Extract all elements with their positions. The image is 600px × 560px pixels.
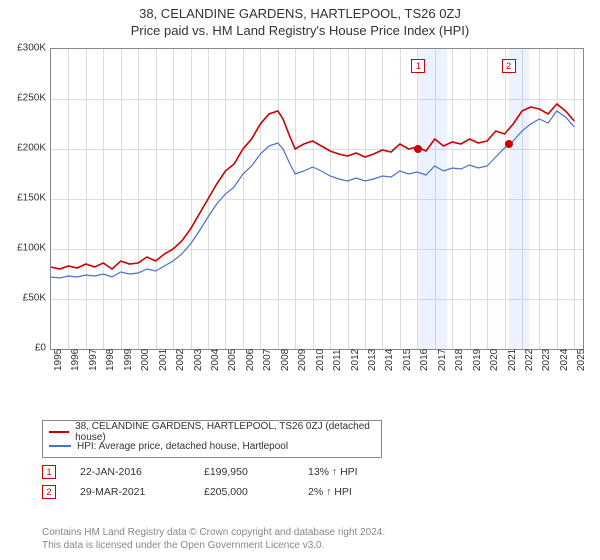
y-tick-label: £100K [10,243,46,254]
chart-marker: 1 [411,59,425,73]
page-title: 38, CELANDINE GARDENS, HARTLEPOOL, TS26 … [0,6,600,21]
y-tick-label: £0 [10,343,46,354]
x-tick-label: 2010 [315,349,326,371]
sale-price: £199,950 [204,466,284,478]
line-series-svg [51,49,583,349]
y-tick-label: £150K [10,193,46,204]
x-tick-label: 2020 [489,349,500,371]
table-row: 2 29-MAR-2021 £205,000 2% ↑ HPI [42,482,398,502]
x-tick-label: 2004 [210,349,221,371]
x-tick-label: 1995 [53,349,64,371]
x-tick-label: 2024 [559,349,570,371]
x-tick-label: 2005 [227,349,238,371]
y-tick-label: £50K [10,293,46,304]
legend-swatch [49,431,69,433]
x-tick-label: 2008 [280,349,291,371]
x-tick-label: 2002 [175,349,186,371]
x-tick-label: 2019 [472,349,483,371]
x-tick-label: 2001 [158,349,169,371]
footer-line: This data is licensed under the Open Gov… [42,540,385,553]
x-tick-label: 2021 [507,349,518,371]
y-tick-label: £250K [10,93,46,104]
x-tick-label: 2017 [437,349,448,371]
table-row: 1 22-JAN-2016 £199,950 13% ↑ HPI [42,462,398,482]
sales-table: 1 22-JAN-2016 £199,950 13% ↑ HPI 2 29-MA… [42,462,398,502]
sale-price: £205,000 [204,486,284,498]
x-tick-label: 2006 [245,349,256,371]
y-tick-label: £300K [10,43,46,54]
x-tick-label: 2012 [350,349,361,371]
x-tick-label: 2009 [297,349,308,371]
sale-pct: 13% ↑ HPI [308,466,398,478]
x-tick-label: 2016 [419,349,430,371]
x-tick-label: 2014 [384,349,395,371]
x-tick-label: 2015 [402,349,413,371]
x-tick-label: 1996 [70,349,81,371]
legend-swatch [49,445,71,447]
page-subtitle: Price paid vs. HM Land Registry's House … [0,23,600,38]
x-tick-label: 2011 [332,349,343,371]
sale-marker: 1 [42,465,56,479]
sale-date: 22-JAN-2016 [80,466,180,478]
x-tick-label: 2023 [541,349,552,371]
x-tick-label: 2013 [367,349,378,371]
sale-dot [414,145,422,153]
x-tick-label: 2022 [524,349,535,371]
footer-line: Contains HM Land Registry data © Crown c… [42,527,385,540]
y-tick-label: £200K [10,143,46,154]
x-tick-label: 2018 [454,349,465,371]
plot-area: 12 [50,48,584,350]
title-block: 38, CELANDINE GARDENS, HARTLEPOOL, TS26 … [0,0,600,38]
legend-label: HPI: Average price, detached house, Hart… [77,441,288,452]
x-tick-label: 1997 [88,349,99,371]
x-tick-label: 2025 [576,349,587,371]
sale-marker: 2 [42,485,56,499]
sale-pct: 2% ↑ HPI [308,486,398,498]
chart-marker: 2 [502,59,516,73]
x-tick-label: 2007 [262,349,273,371]
chart: 12 £0£50K£100K£150K£200K£250K£300K199519… [10,44,590,414]
footer: Contains HM Land Registry data © Crown c… [42,527,385,552]
x-tick-label: 2000 [140,349,151,371]
legend-item-property: 38, CELANDINE GARDENS, HARTLEPOOL, TS26 … [49,425,375,439]
x-tick-label: 2003 [193,349,204,371]
x-tick-label: 1998 [105,349,116,371]
sale-dot [505,140,513,148]
sale-date: 29-MAR-2021 [80,486,180,498]
legend: 38, CELANDINE GARDENS, HARTLEPOOL, TS26 … [42,420,382,458]
x-tick-label: 1999 [123,349,134,371]
